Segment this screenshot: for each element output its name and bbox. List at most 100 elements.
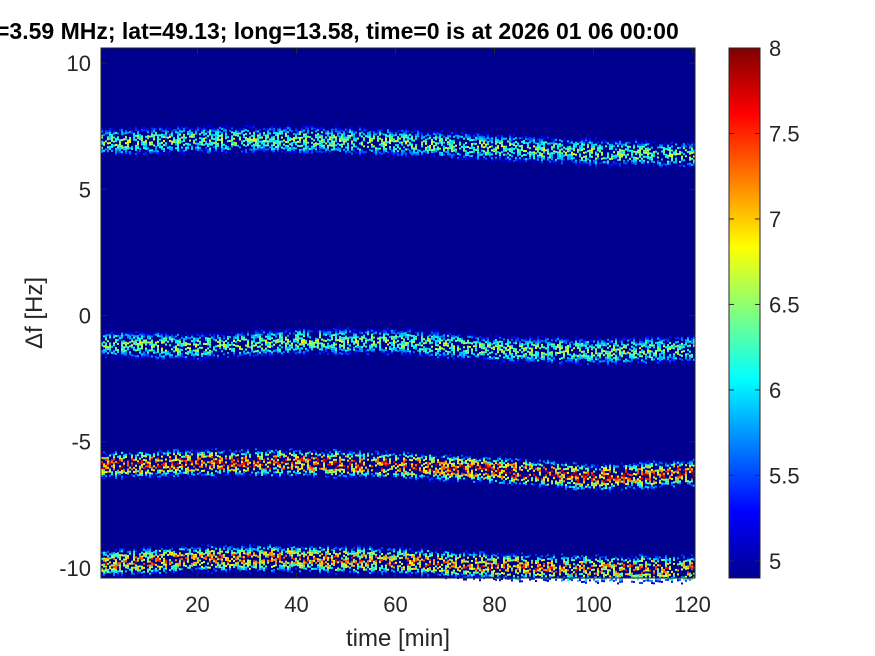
band-pixel [267,134,269,137]
band-pixel [665,165,667,168]
band-pixel [287,139,289,142]
band-pixel [139,473,141,476]
band-pixel [219,126,221,129]
band-pixel [611,139,613,142]
band-pixel [277,453,279,456]
band-pixel [173,346,175,349]
band-pixel [541,159,543,162]
band-pixel [269,354,271,357]
band-pixel [341,348,343,351]
band-pixel [539,357,541,360]
band-pixel [503,153,505,156]
band-pixel [103,465,105,468]
band-pixel [203,131,205,134]
band-pixel [497,147,499,150]
band-pixel [305,137,307,140]
band-pixel [155,343,157,346]
band-pixel [249,148,251,151]
band-pixel [513,138,515,141]
band-pixel [139,138,141,141]
band-pixel [597,141,599,144]
band-pixel [379,147,381,150]
band-pixel [331,128,333,131]
band-pixel [395,333,397,336]
band-pixel [121,348,123,351]
band-pixel [389,345,391,348]
band-pixel [147,351,149,354]
band-pixel [253,330,255,333]
band-pixel [469,139,471,142]
band-pixel [547,360,549,363]
band-pixel [461,353,463,356]
band-pixel [619,162,621,165]
band-pixel [553,138,555,141]
band-pixel [257,142,259,145]
band-pixel [543,141,545,144]
band-pixel [379,151,381,154]
band-pixel [259,451,261,454]
band-pixel [635,152,637,155]
band-pixel [583,161,585,164]
band-pixel [295,340,297,343]
band-pixel [131,338,133,341]
band-pixel [183,356,185,359]
band-pixel [157,465,159,468]
band-pixel [403,338,405,341]
band-pixel [253,336,255,339]
band-pixel [289,153,291,156]
band-pixel [563,352,565,355]
band-pixel [101,128,103,131]
band-pixel [185,461,187,464]
band-pixel [425,138,427,141]
band-pixel [285,147,287,150]
band-pixel [265,138,267,141]
band-pixel [643,352,645,355]
band-pixel [219,469,221,472]
band-pixel [571,153,573,156]
band-pixel [243,453,245,456]
band-pixel [415,137,417,140]
band-pixel [113,466,115,469]
band-pixel [491,159,493,162]
band-pixel [303,125,305,128]
band-pixel [629,356,631,359]
band-pixel [247,331,249,334]
band-pixel [495,345,497,348]
band-pixel [491,139,493,142]
band-pixel [431,151,433,154]
band-pixel [313,139,315,142]
band-pixel [125,132,127,135]
band-pixel [525,338,527,341]
band-pixel [343,340,345,343]
band-pixel [501,340,503,343]
band-pixel [381,142,383,145]
band-pixel [429,354,431,357]
band-pixel [143,147,145,150]
band-pixel [689,156,691,159]
band-pixel [655,353,657,356]
band-pixel [197,128,199,131]
band-pixel [161,127,163,130]
band-pixel [145,347,147,350]
band-pixel [649,158,651,161]
band-pixel [137,349,139,352]
band-pixel [151,149,153,152]
band-pixel [325,150,327,153]
band-pixel [159,355,161,358]
band-pixel [207,343,209,346]
band-pixel [157,344,159,347]
band-pixel [531,357,533,360]
band-pixel [371,329,373,332]
band-pixel [617,141,619,144]
band-pixel [611,143,613,146]
band-pixel [211,137,213,140]
band-pixel [611,153,613,156]
band-pixel [135,343,137,346]
band-pixel [529,353,531,356]
band-pixel [183,143,185,146]
band-pixel [557,344,559,347]
band-pixel [281,469,283,472]
band-pixel [567,150,569,153]
band-pixel [411,137,413,140]
band-pixel [295,456,297,459]
